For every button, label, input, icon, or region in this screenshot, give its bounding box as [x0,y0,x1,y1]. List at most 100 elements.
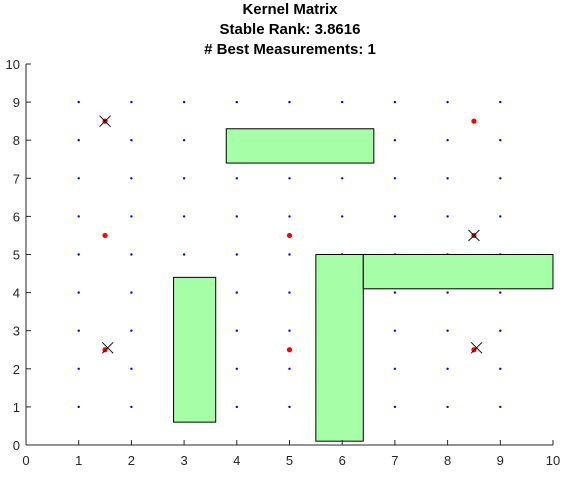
x-tick-label: 9 [497,453,504,468]
y-tick-label: 0 [13,438,20,453]
grid-point [77,291,80,294]
red-point [102,232,108,239]
red-point [471,347,477,353]
y-tick-label: 7 [13,171,20,186]
grid-point [130,329,133,332]
grid-point [288,405,291,409]
grid-point [393,291,397,294]
grid-point [499,100,502,104]
grid-point [77,405,80,409]
chart-title-line-1: Kernel Matrix [242,1,338,18]
grid-point [235,215,238,218]
x-tick-label: 0 [22,453,29,468]
grid-point [288,291,291,294]
grid-point [393,329,397,332]
x-tick-label: 6 [339,453,346,468]
grid-point [77,329,80,332]
grid-point [499,367,502,370]
grid-point [446,405,449,409]
red-point [286,232,293,239]
chart-title-line-3: # Best Measurements: 1 [204,41,376,58]
grid-point [393,100,397,104]
grid-point [341,215,344,218]
red-point [471,118,477,124]
grid-point [77,253,80,256]
y-tick-label: 3 [13,324,20,339]
grid-point [446,100,449,104]
grid-point [235,100,238,104]
grid-point [130,139,133,142]
y-tick-label: 6 [13,209,20,224]
grid-point [499,291,502,294]
x-tick-label: 2 [128,453,135,468]
y-tick-label: 2 [13,362,20,377]
red-point [286,347,293,353]
grid-point [77,139,80,142]
x-tick-label: 4 [233,453,240,468]
x-tick-label: 3 [180,453,187,468]
grid-point [130,291,133,294]
grid-point [341,177,344,180]
x-tick-label: 10 [546,453,560,468]
grid-point [182,215,186,218]
region-rectangle-2 [173,276,217,423]
grid-point [446,177,449,180]
grid-point [446,291,449,294]
grid-point [130,367,133,370]
grid-point [77,367,80,370]
grid-point [288,329,291,332]
grid-point [446,367,449,370]
region-rectangle-1 [225,128,375,164]
grid-point [235,177,238,180]
x-tick-label: 7 [391,453,398,468]
grid-point [446,329,449,332]
grid-point [130,177,133,180]
x-tick-label: 1 [75,453,82,468]
y-tick-label: 5 [13,248,20,263]
region-rectangle-4 [362,254,554,290]
grid-point [182,253,186,256]
grid-point [288,177,291,180]
grid-point [130,405,133,409]
grid-point [499,177,502,180]
grid-point [288,100,291,104]
grid-point [130,253,133,256]
grid-point [235,405,238,409]
chart-title-line-2: Stable Rank: 3.8616 [220,21,361,38]
grid-point [499,405,502,409]
grid-point [77,215,80,218]
grid-point [393,405,397,409]
cross-marker [470,342,483,354]
grid-point [499,329,502,332]
grid-point [235,291,238,294]
grid-point [393,215,397,218]
grid-point [182,100,186,104]
y-tick-label: 8 [13,133,20,148]
grid-point [499,139,502,142]
grid-point [182,139,186,142]
grid-point [288,215,291,218]
y-tick-label: 10 [6,57,20,72]
red-point [102,347,108,353]
grid-point [235,329,238,332]
grid-point [446,215,449,218]
y-tick-label: 9 [13,95,20,110]
cross-marker [468,229,480,242]
grid-point [235,253,238,256]
y-tick-label: 4 [13,286,20,301]
grid-point [499,215,502,218]
y-tick-label: 1 [13,400,20,415]
cross-marker [101,342,114,354]
grid-point [288,253,291,256]
grid-point [130,215,133,218]
grid-point [393,177,397,180]
x-tick-label: 5 [286,453,293,468]
grid-point [393,367,397,370]
grid-point [77,100,80,104]
grid-point [130,100,133,104]
plot-area: 0 1 2 3 4 5 6 7 8 9 10 0 1 2 3 4 5 6 7 8 9 10 [6,57,561,468]
grid-point [393,139,397,142]
grid-point [288,367,291,370]
grid-point [446,139,449,142]
